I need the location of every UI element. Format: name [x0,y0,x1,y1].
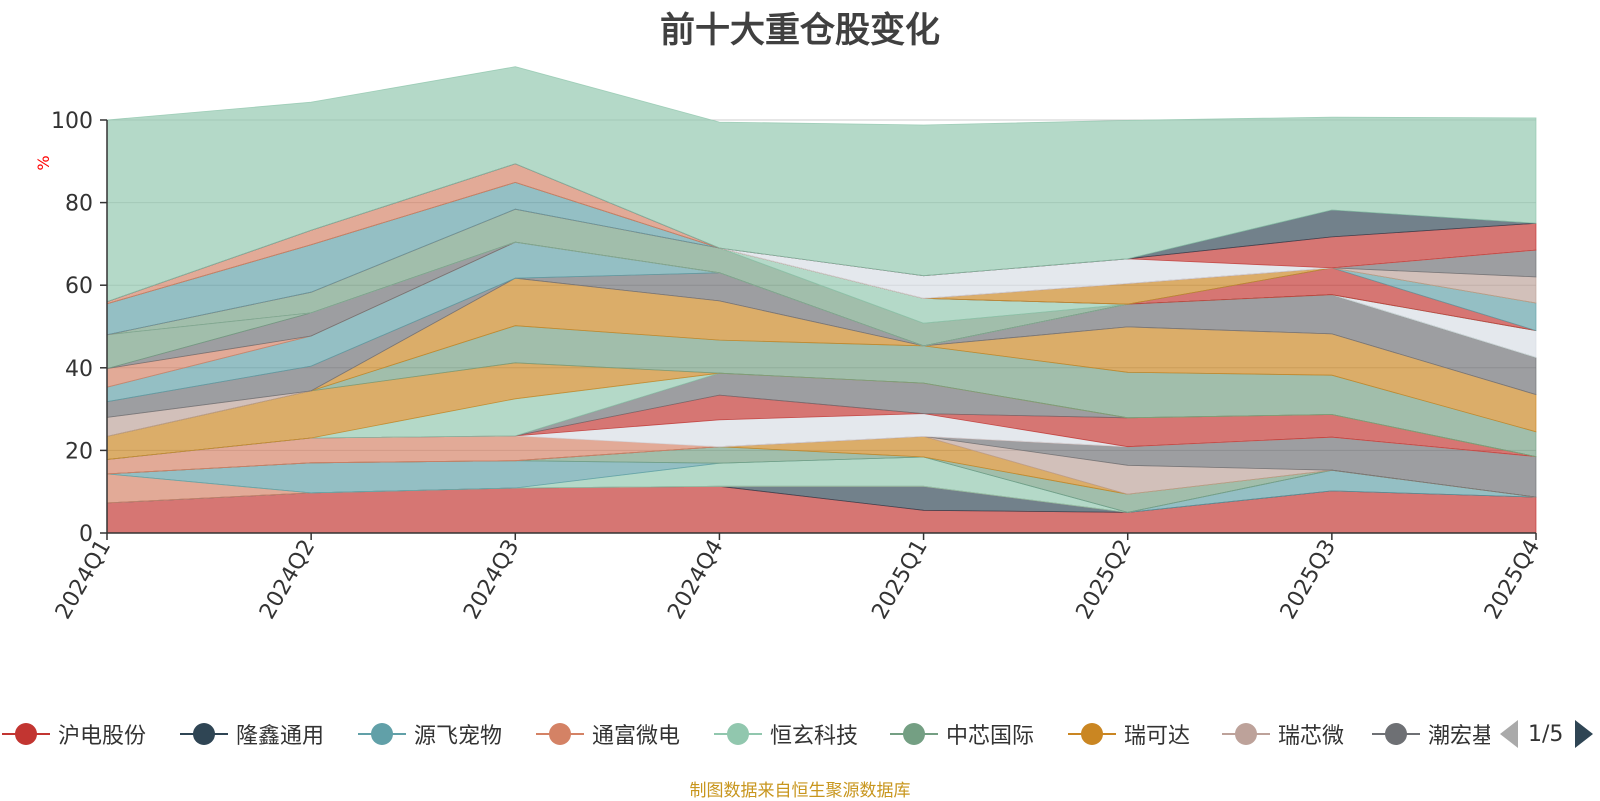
x-tick-label: 2025Q3 [1276,536,1341,624]
legend-item[interactable]: 隆鑫通用 [178,716,324,752]
legend-item[interactable]: 通富微电 [534,716,680,752]
area-series-layer [106,66,1537,534]
prev-arrow-icon[interactable] [1500,720,1518,748]
legend-item[interactable]: 源飞宠物 [356,716,502,752]
legend-marker-icon [1068,723,1116,745]
legend-pager: 1/5 [1500,716,1594,752]
legend-label: 恒玄科技 [770,724,859,749]
x-tick-label: 2024Q3 [459,536,524,624]
legend-label: 隆鑫通用 [236,724,325,749]
legend-item[interactable]: 瑞可达 [1066,716,1190,752]
legend-marker-icon [1372,723,1420,745]
y-tick-label: 0 [79,522,93,547]
legend-marker-icon [536,723,584,745]
legend-label: 通富微电 [592,724,681,749]
legend-label: 中芯国际 [946,724,1035,749]
y-tick-label: 40 [65,357,93,382]
next-arrow-icon[interactable] [1575,720,1594,748]
legend-marker-icon [2,723,50,745]
legend-item[interactable]: 潮宏基 [1370,716,1490,752]
legend-marker-icon [890,723,938,745]
x-tick-label: 2025Q4 [1480,536,1545,624]
legend-marker-icon [1222,723,1270,745]
legend-item[interactable]: 沪电股份 [0,716,146,752]
x-tick-label: 2024Q4 [663,536,728,624]
legend-marker-icon [714,723,762,745]
y-tick-label: 20 [65,439,93,464]
x-tick-label: 2025Q1 [867,536,932,624]
legend-item[interactable]: 恒玄科技 [712,716,858,752]
x-tick-label: 2024Q1 [51,536,116,624]
legend-marker-icon [358,723,406,745]
legend-label: 潮宏基 [1428,724,1490,749]
legend-label: 源飞宠物 [414,724,503,749]
x-tick-label: 2024Q2 [255,536,320,624]
y-axis-unit-label: % [34,155,53,170]
legend-label: 瑞芯微 [1278,724,1345,749]
y-tick-label: 60 [65,274,93,299]
y-tick-label: 80 [65,192,93,217]
legend-item[interactable]: 瑞芯微 [1220,716,1344,752]
legend-page-indicator: 1/5 [1528,721,1564,747]
chart-title: 前十大重仓股变化 [659,11,940,51]
area-series-36[interactable] [106,66,1537,303]
legend-marker-icon [180,723,228,745]
x-tick-label: 2025Q2 [1072,536,1137,624]
legend-label: 瑞可达 [1124,724,1191,749]
y-tick-label: 100 [51,109,93,134]
legend-item[interactable]: 中芯国际 [888,716,1034,752]
legend: 沪电股份 隆鑫通用 源飞宠物 通富微电 恒玄科技 中芯国际 瑞可达 瑞芯微 潮宏基 [0,716,1490,752]
source-note: 制图数据来自恒生聚源数据库 [689,781,911,801]
legend-label: 沪电股份 [58,724,147,749]
